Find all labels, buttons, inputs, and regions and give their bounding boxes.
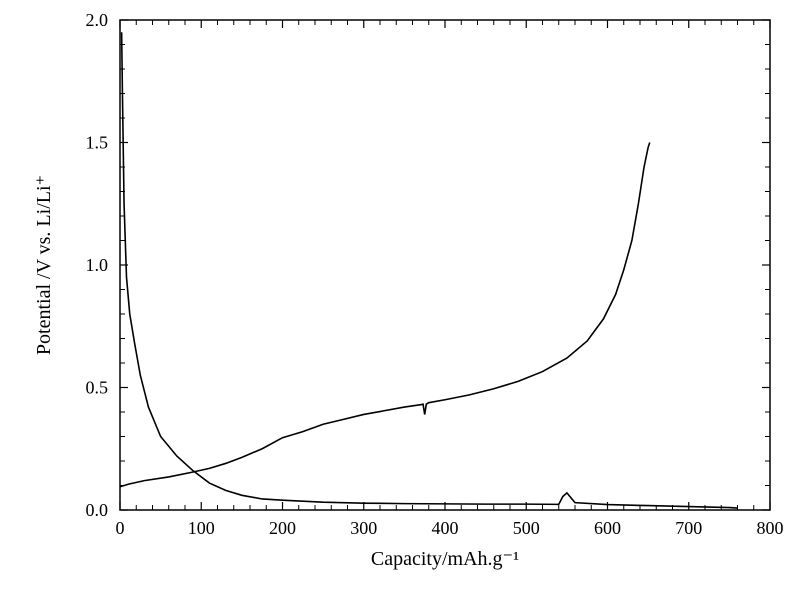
svg-text:600: 600 [594,518,621,538]
svg-text:300: 300 [350,518,377,538]
svg-text:800: 800 [757,518,784,538]
svg-text:2.0: 2.0 [86,10,109,30]
x-axis-label: Capacity/mAh.g⁻¹ [371,548,519,570]
svg-text:700: 700 [675,518,702,538]
svg-text:100: 100 [188,518,215,538]
y-axis-label: Potential /V vs. Li/Li⁺ [33,175,55,355]
svg-text:500: 500 [513,518,540,538]
svg-text:0.0: 0.0 [86,500,109,520]
svg-text:1.0: 1.0 [86,255,109,275]
svg-text:0: 0 [116,518,125,538]
svg-text:0.5: 0.5 [86,378,109,398]
curve-charge [120,143,650,487]
chart-svg: 0 100 200 300 400 500 600 700 800 0.0 0.5 1.0 1.5 2.0… [0,0,800,596]
svg-text:400: 400 [432,518,459,538]
curve-discharge [122,32,738,508]
svg-text:200: 200 [269,518,296,538]
chart-container: 0 100 200 300 400 500 600 700 800 0.0 0.5 1.0 1.5 2.0… [0,0,800,596]
svg-text:1.5: 1.5 [86,133,109,153]
